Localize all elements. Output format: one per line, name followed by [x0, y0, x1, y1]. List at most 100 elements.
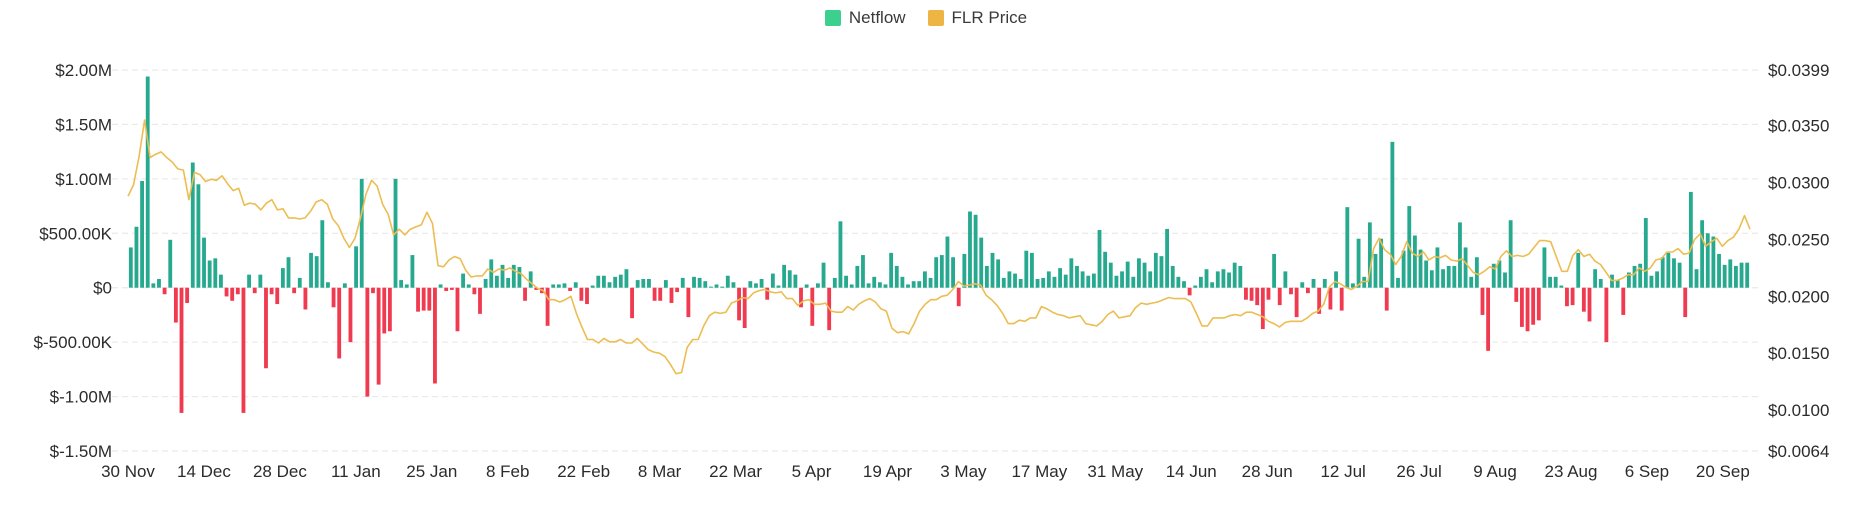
netflow-bar [1356, 238, 1361, 288]
netflow-bar [1277, 287, 1282, 306]
netflow-bar [618, 274, 623, 288]
netflow-bar [1311, 279, 1316, 288]
x-tick-label: 11 Jan [331, 462, 381, 481]
netflow-bar [354, 246, 359, 288]
netflow-bar [1491, 263, 1496, 288]
netflow-bar [1424, 260, 1429, 288]
netflow-bar [303, 287, 308, 310]
netflow-bar [799, 287, 803, 308]
netflow-bar [1058, 268, 1063, 288]
netflow-bar [866, 283, 871, 288]
netflow-bar [585, 287, 589, 305]
x-tick-label: 28 Dec [253, 462, 307, 481]
netflow-bar [1069, 258, 1074, 288]
netflow-bar [1734, 265, 1738, 288]
netflow-bar [264, 287, 268, 369]
netflow-bar [286, 257, 291, 288]
netflow-bar [973, 214, 978, 288]
netflow-bar [1063, 274, 1068, 288]
x-tick-label: 20 Sep [1696, 462, 1750, 481]
netflow-bar [1103, 251, 1108, 288]
netflow-bar [562, 283, 567, 288]
netflow-bar [984, 265, 989, 288]
netflow-bar [1401, 250, 1406, 288]
netflow-bar [1576, 252, 1581, 288]
netflow-bar [1660, 257, 1665, 288]
netflow-bar [179, 287, 184, 413]
netflow-bar [962, 253, 967, 288]
netflow-bar [1598, 279, 1603, 288]
netflow-bar [1373, 253, 1378, 288]
netflow-bar [1317, 287, 1322, 314]
netflow-bar [1351, 283, 1355, 288]
netflow-bar [1345, 207, 1350, 288]
netflow-bar [742, 287, 747, 328]
netflow-bar [669, 287, 674, 303]
netflow-bar [776, 285, 781, 288]
netflow-bar [280, 268, 285, 288]
y-left-tick-label: $-1.00M [50, 388, 112, 407]
x-tick-label: 19 Apr [863, 462, 912, 481]
netflow-bar [1030, 252, 1034, 288]
netflow-bar [1469, 276, 1474, 288]
netflow-bar [466, 284, 471, 288]
netflow-bar [556, 284, 561, 288]
netflow-bar [979, 237, 984, 288]
netflow-bar [1525, 287, 1530, 332]
netflow-bar [934, 257, 939, 288]
netflow-bar [1339, 287, 1344, 311]
netflow-bar [1165, 228, 1170, 288]
netflow-bar [1553, 276, 1558, 288]
netflow-bar [145, 76, 150, 288]
netflow-bar [1035, 279, 1040, 288]
netflow-bar [680, 277, 685, 288]
netflow-bar [1565, 287, 1569, 307]
netflow-bar [714, 284, 719, 288]
netflow-bar [483, 279, 488, 288]
x-tick-label: 22 Mar [709, 462, 762, 481]
netflow-bar [1458, 222, 1462, 288]
netflow-bar [1384, 287, 1389, 311]
legend-item-price[interactable]: FLR Price [927, 8, 1027, 28]
netflow-bar [1238, 265, 1243, 288]
netflow-bar [1559, 285, 1564, 288]
netflow-bar [1514, 287, 1519, 302]
y-left-tick-label: $2.00M [55, 61, 112, 80]
netflow-bar [894, 265, 899, 288]
netflow-bar [1542, 247, 1547, 288]
netflow-bar [821, 262, 826, 288]
netflow-bar [1593, 269, 1598, 288]
netflow-bar [1328, 287, 1333, 310]
netflow-bar [917, 281, 922, 288]
netflow-bar [1666, 252, 1671, 288]
netflow-bar [613, 276, 618, 288]
netflow-bar [568, 287, 573, 291]
netflow-bar [872, 276, 877, 288]
netflow-bar [804, 284, 809, 288]
netflow-bar [968, 211, 972, 288]
x-tick-label: 31 May [1087, 462, 1143, 481]
netflow-bar [517, 267, 522, 288]
netflow-bar [1519, 287, 1524, 327]
legend-item-netflow[interactable]: Netflow [824, 8, 906, 28]
netflow-bar [1694, 269, 1699, 288]
netflow-bar [1227, 272, 1231, 288]
netflow-bar [365, 287, 370, 397]
netflow-bar [945, 236, 950, 288]
netflow-bar [1480, 287, 1485, 315]
netflow-bar [478, 287, 482, 314]
netflow-bar [1221, 269, 1226, 288]
netflow-bar [573, 282, 578, 288]
y-left-tick-label: $0 [93, 279, 112, 298]
netflow-bar [1120, 271, 1124, 288]
netflow-bar [528, 271, 533, 288]
netflow-bar [1745, 262, 1750, 288]
netflow-bar [314, 256, 319, 288]
netflow-bar [494, 275, 499, 288]
netflow-bar [1531, 287, 1536, 325]
netflow-bar [1013, 273, 1017, 288]
netflow-bar [928, 277, 933, 288]
netflow-bar [545, 287, 550, 326]
netflow-bar [725, 275, 730, 288]
